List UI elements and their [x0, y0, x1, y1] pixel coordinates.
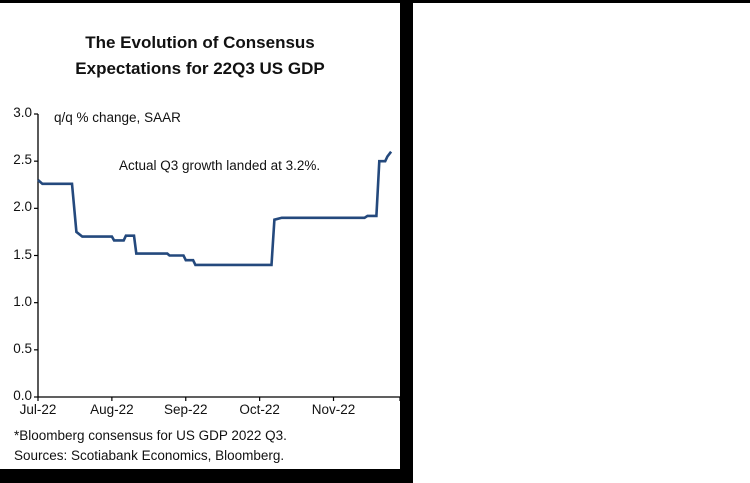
y-tick-label: 2.0 [13, 199, 32, 215]
y-tick-label: 2.5 [13, 152, 32, 168]
footnote-consensus: *Bloomberg consensus for US GDP 2022 Q3. [14, 428, 287, 443]
plot-area [34, 113, 401, 401]
y-tick-label: 1.0 [13, 293, 32, 309]
y-tick-label: 3.0 [13, 105, 32, 120]
axis-lines [37, 114, 400, 398]
chart-title-line2: Expectations for 22Q3 US GDP [75, 59, 325, 78]
y-tick-label: 0.5 [13, 340, 32, 356]
right-border [400, 0, 413, 483]
bottom-border [0, 469, 413, 483]
y-tick-label: 1.5 [13, 246, 32, 262]
chart-annotation: Actual Q3 growth landed at 3.2%. [119, 158, 321, 173]
y-tick-label: 0.0 [13, 388, 32, 403]
top-border [0, 0, 750, 3]
chart-title: The Evolution of Consensus Expectations … [0, 30, 400, 82]
chart-title-line1: The Evolution of Consensus [85, 33, 315, 52]
consensus-line-series [37, 150, 393, 267]
axis-unit-label: q/q % change, SAAR [54, 110, 181, 125]
footnote-sources: Sources: Scotiabank Economics, Bloomberg… [14, 448, 285, 463]
